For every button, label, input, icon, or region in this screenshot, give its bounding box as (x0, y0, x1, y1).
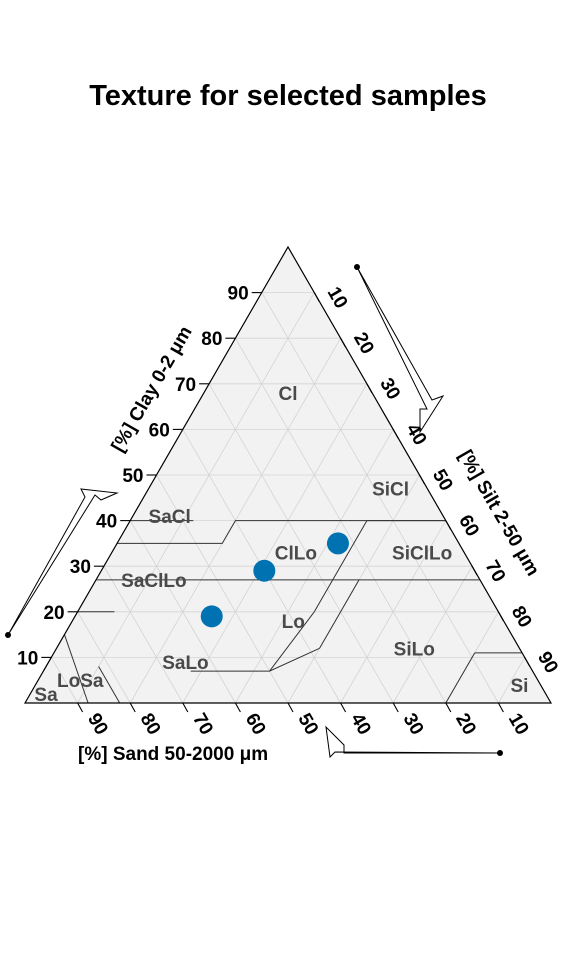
class-label-losa: LoSa (57, 671, 104, 692)
silt-tick-label: 50 (428, 466, 457, 495)
silt-tick (392, 429, 399, 439)
sand-tick (129, 702, 136, 713)
grid-line-sand (261, 292, 499, 704)
class-boundary (445, 652, 476, 704)
grid-line-silt (392, 566, 473, 704)
class-label-sa: Sa (34, 685, 58, 706)
class-label-si: Si (510, 676, 528, 697)
clay-direction-arrow (7, 488, 119, 636)
sand-axis-title: [%] Sand 50-2000 μm (78, 744, 268, 765)
class-label-sicllo: SiClLo (392, 544, 452, 565)
silt-tick-label: 80 (507, 603, 536, 632)
grid-line-silt (182, 383, 368, 704)
grid-line-silt (498, 657, 526, 704)
silt-tick (419, 474, 425, 485)
sample-point (253, 559, 276, 582)
sand-tick (77, 702, 84, 713)
grid-line-sand (77, 611, 131, 704)
sand-tick (445, 702, 452, 713)
class-boundary (63, 634, 89, 704)
sand-tick (182, 702, 189, 713)
silt-tick (340, 337, 347, 348)
grid-line-sand (156, 474, 289, 704)
sand-tick (340, 702, 347, 713)
sand-tick-label: 80 (136, 710, 165, 739)
silt-tick-label: 60 (454, 511, 483, 540)
silt-tick-label: 10 (323, 283, 352, 312)
grid-line-sand (208, 383, 394, 704)
grid-line-sand (103, 566, 184, 704)
class-label-sacl: SaCl (149, 507, 191, 528)
silt-tick-label: 20 (349, 329, 378, 358)
silt-tick-label: 40 (402, 420, 431, 449)
silt-tick (445, 520, 452, 530)
silt-direction-arrow (356, 266, 445, 434)
sand-tick (392, 702, 399, 713)
sand-direction-arrow-dot (497, 750, 503, 756)
silt-tick (524, 657, 531, 667)
class-label-cl: Cl (279, 384, 298, 405)
sand-tick-label: 60 (241, 710, 270, 739)
class-boundary (319, 579, 360, 649)
sand-direction-arrow (325, 725, 501, 759)
silt-direction-arrow-dot (354, 264, 360, 270)
clay-tick-label: 20 (43, 603, 64, 624)
clay-tick-label: 90 (228, 284, 249, 305)
sand-tick (234, 702, 241, 713)
clay-tick-label: 40 (96, 512, 117, 533)
sand-tick (287, 702, 294, 713)
sand-tick (497, 702, 504, 713)
clay-tick-label: 50 (122, 466, 143, 487)
class-boundary (269, 611, 315, 672)
sand-tick-label: 40 (346, 710, 375, 739)
grid-line-silt (77, 292, 315, 704)
class-label-lo: Lo (282, 612, 305, 633)
sample-point (326, 532, 349, 555)
sand-tick-label: 30 (399, 710, 428, 739)
silt-tick-label: 90 (533, 648, 562, 677)
class-boundary (98, 666, 121, 704)
grid-line-silt (340, 520, 447, 704)
sand-tick-label: 90 (83, 710, 112, 739)
clay-tick-label: 10 (17, 648, 38, 669)
sand-tick-label: 20 (451, 710, 480, 739)
clay-tick-label: 30 (70, 557, 91, 578)
silt-tick-label: 70 (480, 557, 509, 586)
grid-line-sand (50, 657, 78, 704)
sand-tick-label: 70 (188, 710, 217, 739)
sand-tick-label: 10 (504, 710, 533, 739)
class-label-sicl: SiCl (372, 480, 409, 501)
silt-tick (313, 292, 320, 302)
clay-tick-label: 80 (201, 329, 222, 350)
class-label-cllo: ClLo (275, 544, 317, 565)
silt-tick (471, 565, 478, 576)
silt-tick-label: 30 (375, 375, 404, 404)
clay-tick-label: 60 (149, 420, 170, 441)
silt-tick (366, 383, 373, 394)
chart-title: Texture for selected samples (89, 80, 487, 112)
clay-direction-arrow-dot (5, 632, 11, 638)
silt-tick (497, 611, 504, 622)
grid-line-sand (129, 520, 236, 704)
class-label-silo: SiLo (394, 639, 435, 660)
sand-tick-label: 50 (293, 710, 322, 739)
clay-tick-label: 70 (175, 375, 196, 396)
class-boundary (117, 520, 446, 544)
class-label-salo: SaLo (162, 653, 208, 674)
sample-point (200, 605, 223, 628)
class-label-sacllo: SaClLo (121, 571, 186, 592)
